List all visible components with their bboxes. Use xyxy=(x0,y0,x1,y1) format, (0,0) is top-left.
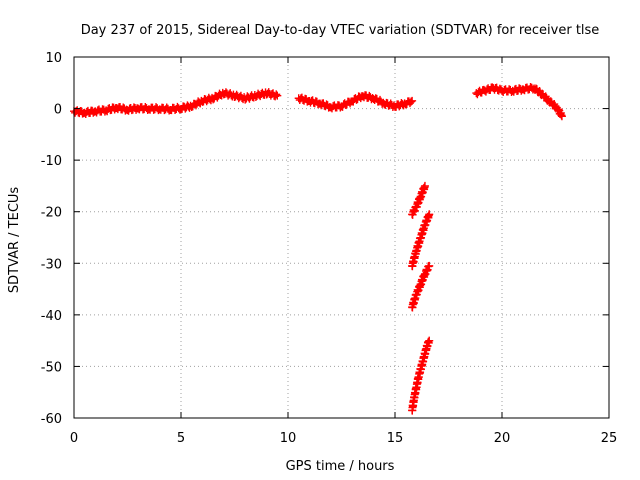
y-axis-label: SDTVAR / TECUs xyxy=(7,187,22,294)
x-tick-label: 25 xyxy=(601,431,618,446)
data-point xyxy=(407,97,416,106)
data-point xyxy=(425,261,434,270)
x-tick-label: 0 xyxy=(70,431,78,446)
data-segment xyxy=(294,91,417,113)
data-points xyxy=(70,82,566,415)
y-tick-label: -10 xyxy=(41,154,62,169)
y-tick-label: 0 xyxy=(54,103,62,118)
grid-lines xyxy=(74,57,609,418)
y-tick-label: -40 xyxy=(41,309,62,324)
data-point xyxy=(273,91,282,100)
x-axis-label: GPS time / hours xyxy=(286,459,395,474)
x-tick-label: 10 xyxy=(280,431,297,446)
data-point xyxy=(425,210,434,219)
data-point xyxy=(420,181,429,190)
chart-title: Day 237 of 2015, Sidereal Day-to-day VTE… xyxy=(81,23,600,38)
y-tick-label: -30 xyxy=(41,257,62,272)
data-segment xyxy=(408,261,434,312)
data-point xyxy=(425,336,434,345)
data-segment xyxy=(408,210,434,271)
y-tick-label: 10 xyxy=(45,51,62,66)
axes xyxy=(73,56,610,419)
y-tick-label: -20 xyxy=(41,206,62,221)
plot-frame xyxy=(73,56,610,419)
data-segment xyxy=(70,88,282,119)
data-segment xyxy=(408,336,434,415)
data-point xyxy=(272,90,281,99)
x-tick-label: 20 xyxy=(494,431,511,446)
x-tick-label: 15 xyxy=(387,431,404,446)
data-point xyxy=(557,112,566,121)
y-tick-label: -60 xyxy=(41,412,62,427)
x-tick-label: 5 xyxy=(177,431,185,446)
data-point xyxy=(408,96,417,105)
data-segment xyxy=(408,181,429,219)
tick-labels: 0 5 10 15 20 25 10 0 -10 -20 -30 -40 -50 -60 xyxy=(41,51,618,446)
y-tick-label: -50 xyxy=(41,360,62,375)
data-segment xyxy=(472,82,566,121)
